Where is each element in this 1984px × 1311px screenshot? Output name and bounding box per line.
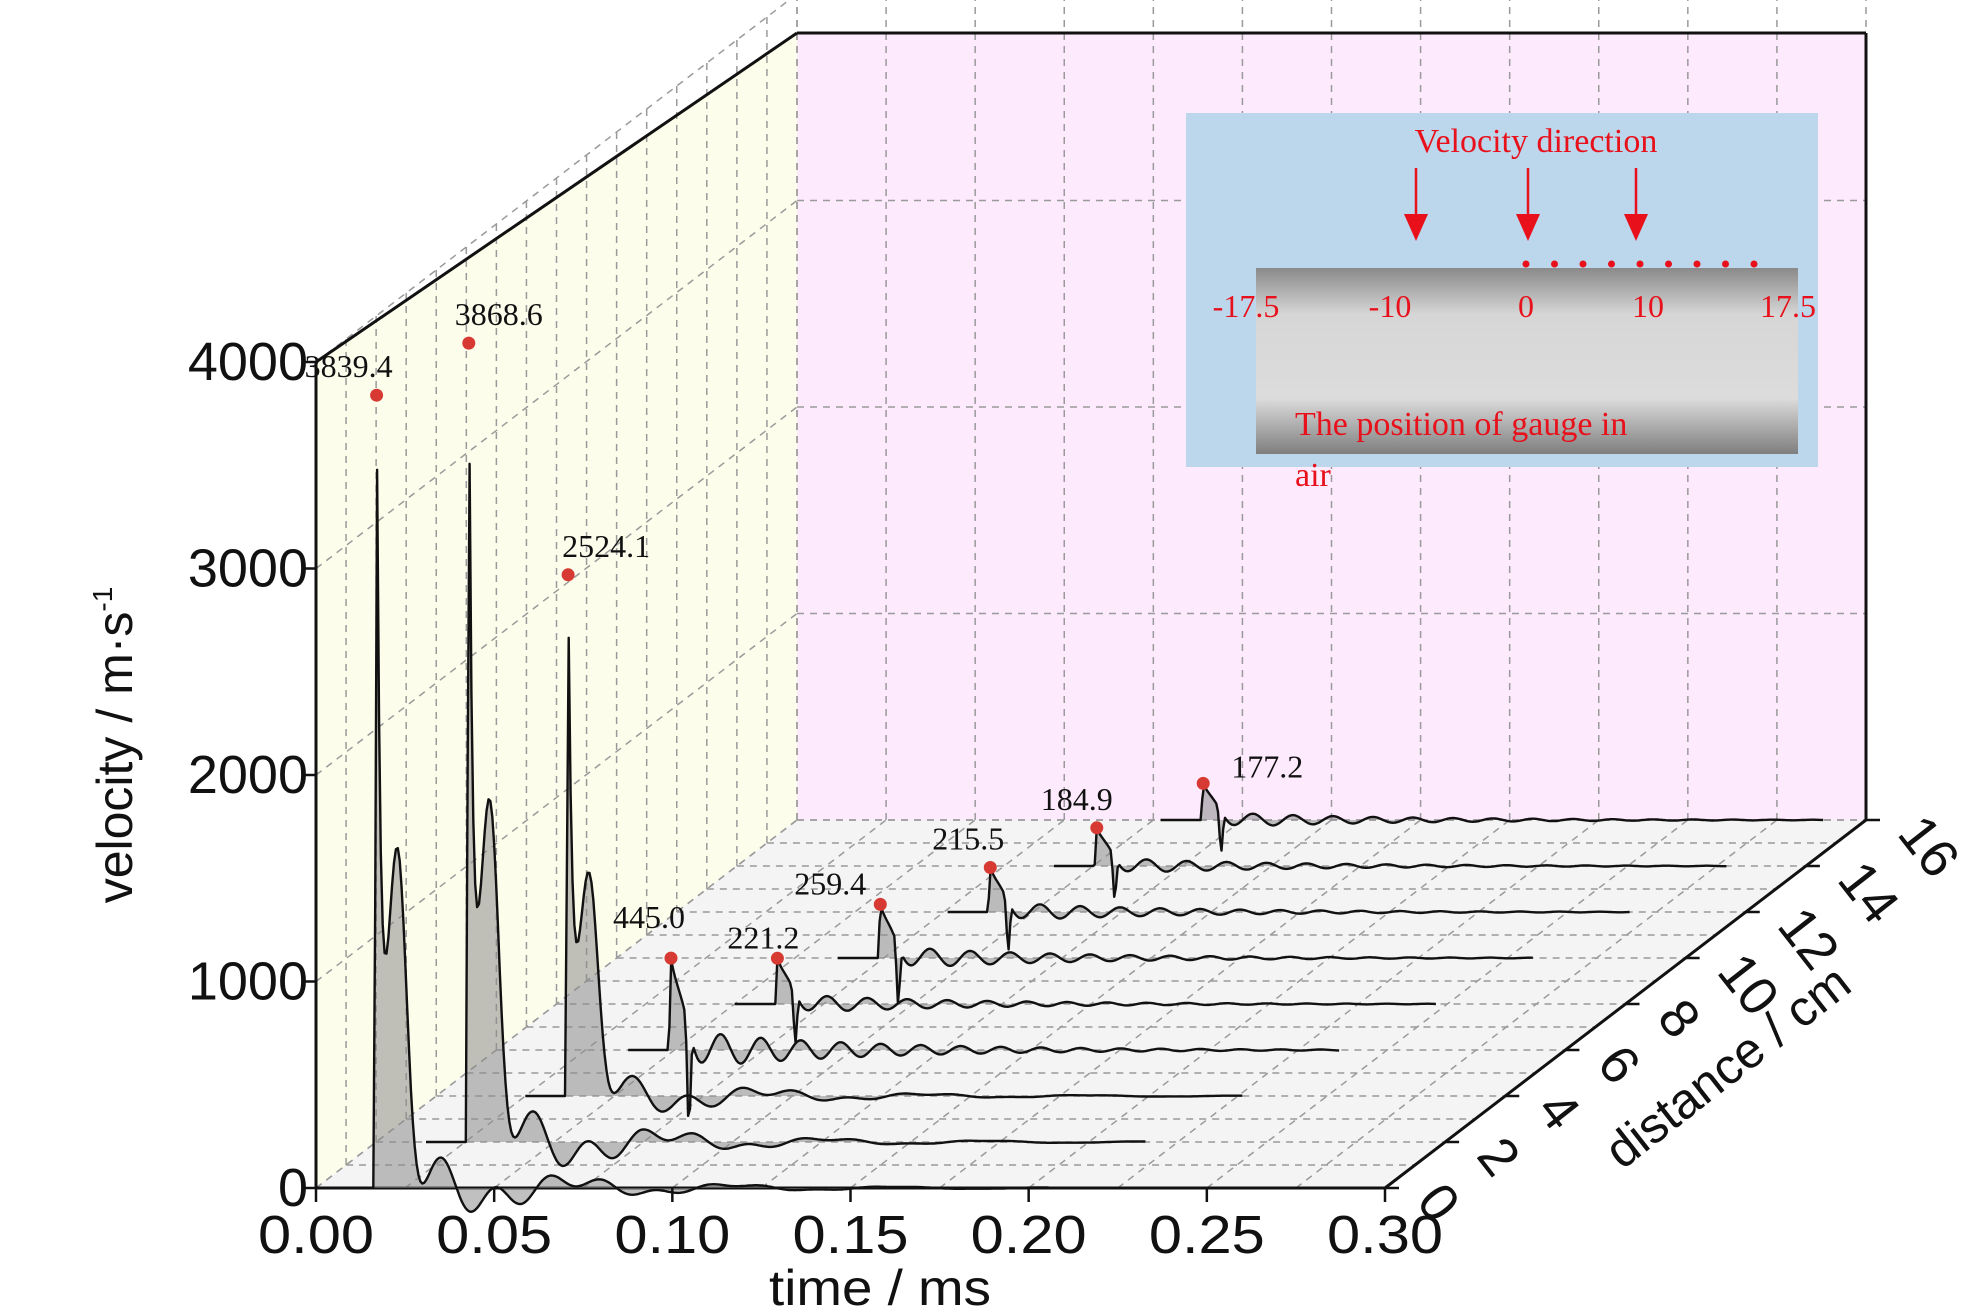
gauge-dot <box>1665 260 1672 268</box>
trace-line-12cm <box>947 867 1630 951</box>
gauge-dot <box>1750 260 1758 268</box>
x-tick-label: 0.20 <box>971 1205 1087 1265</box>
x-tick-label: 0.10 <box>614 1205 730 1265</box>
floor-gridline <box>404 819 887 1189</box>
gauge-dot <box>1551 260 1558 268</box>
x-axis-title: time / ms <box>769 1260 991 1311</box>
x-tick-label: 0.15 <box>793 1205 909 1265</box>
trace-line-16cm <box>1160 784 1824 852</box>
trace-line-10cm <box>837 907 1533 1005</box>
inset-caption-line1: The position of gauge in <box>1295 406 1627 443</box>
y-tick-label: 0 <box>278 1158 308 1218</box>
position-label: -10 <box>1369 288 1412 324</box>
gauge-dot <box>1522 260 1530 268</box>
peak-label-4cm: 2524.1 <box>562 528 650 564</box>
x-tick-label: 0.00 <box>258 1205 374 1265</box>
inset-panel: Velocity direction -17.5 -10 0 10 17.5 The p… <box>1186 113 1818 494</box>
trace-line-0cm <box>333 468 1049 1213</box>
peak-marker-16cm <box>1196 776 1210 790</box>
peak-marker-6cm <box>664 951 678 965</box>
x-tick-label: 0.25 <box>1149 1205 1265 1265</box>
y-axis-title-main: velocity / m·s <box>87 612 143 904</box>
position-label: 17.5 <box>1760 288 1816 324</box>
position-label: 10 <box>1632 288 1664 324</box>
peak-marker-14cm <box>1090 821 1104 835</box>
peak-marker-4cm <box>561 568 575 582</box>
position-label: 0 <box>1518 288 1534 324</box>
y-axis-title-superscript: -1 <box>87 587 118 612</box>
side-wall-gridline <box>315 199 798 570</box>
side-wall-gridline <box>315 406 798 776</box>
trace-fill-12cm <box>947 868 1630 950</box>
z-tick-label: 2 <box>1466 1126 1532 1187</box>
trace-fill-14cm <box>1054 831 1727 897</box>
trace-fill-4cm <box>525 637 1243 1112</box>
trace-fill-0cm <box>333 469 1049 1212</box>
inset-title: Velocity direction <box>1415 123 1658 160</box>
z-tick-label: 14 <box>1826 850 1910 934</box>
gauge-dot <box>1722 260 1729 268</box>
z-tick-label: 4 <box>1526 1080 1592 1141</box>
trace-fill-2cm <box>426 463 1146 1166</box>
floor-gridline <box>493 819 976 1189</box>
trace-fill-16cm <box>1160 785 1824 851</box>
gauge-dot <box>1608 260 1615 268</box>
gauge-cylinder <box>1256 268 1798 454</box>
peak-label-16cm: 177.2 <box>1231 748 1303 784</box>
peak-label-14cm: 184.9 <box>1041 781 1113 817</box>
side-wall-gridline <box>315 612 798 983</box>
gauge-dot <box>1636 260 1644 268</box>
peak-marker-2cm <box>462 336 476 350</box>
y-axis-title: velocity / m·s-1 <box>87 587 143 904</box>
peak-label-12cm: 215.5 <box>932 821 1004 857</box>
gauge-dot <box>1693 260 1701 268</box>
x-tick-label: 0.30 <box>1327 1205 1443 1265</box>
peak-marker-0cm <box>370 388 384 402</box>
peak-label-8cm: 221.2 <box>727 919 799 955</box>
down-arrow-icon <box>1624 214 1648 241</box>
x-tick-label: 0.05 <box>436 1205 552 1265</box>
y-axis-title-group: velocity / m·s-1 <box>87 587 143 904</box>
gauge-dot <box>1579 260 1587 268</box>
peak-label-6cm: 445.0 <box>613 899 685 935</box>
y-tick-label: 1000 <box>188 952 308 1012</box>
gauge-dots <box>1522 260 1758 268</box>
z-tick-label: 16 <box>1887 804 1971 888</box>
peak-label-2cm: 3868.6 <box>455 296 543 332</box>
velocity-arrows <box>1404 168 1648 241</box>
side-wall-top-edge <box>315 31 798 364</box>
peak-marker-8cm <box>770 951 784 965</box>
inset-caption-line2: air <box>1295 457 1332 494</box>
y-tick-label: 2000 <box>188 745 308 805</box>
peak-label-10cm: 259.4 <box>794 865 866 901</box>
z-tick-label: 6 <box>1586 1034 1652 1095</box>
velocity-traces: 3839.4 3868.6 2524.1 445.0 221.2 259.4 215.5 18… <box>305 296 1824 1213</box>
y-tick-label: 4000 <box>188 332 308 392</box>
trace-line-6cm <box>628 958 1340 1118</box>
position-labels: -17.5 -10 0 10 17.5 <box>1213 288 1816 324</box>
peak-marker-12cm <box>983 861 997 874</box>
peak-label-0cm: 3839.4 <box>305 348 393 384</box>
trace-line-8cm <box>734 961 1436 1045</box>
z-tick-label: 8 <box>1646 988 1712 1049</box>
down-arrow-icon <box>1516 214 1540 241</box>
y-tick-label: 3000 <box>188 539 308 599</box>
trace-line-4cm <box>525 636 1243 1113</box>
trace-line-2cm <box>426 462 1146 1168</box>
peak-marker-10cm <box>873 897 887 911</box>
position-label: -17.5 <box>1213 288 1280 324</box>
trace-line-14cm <box>1054 830 1727 898</box>
down-arrow-icon <box>1404 214 1428 241</box>
